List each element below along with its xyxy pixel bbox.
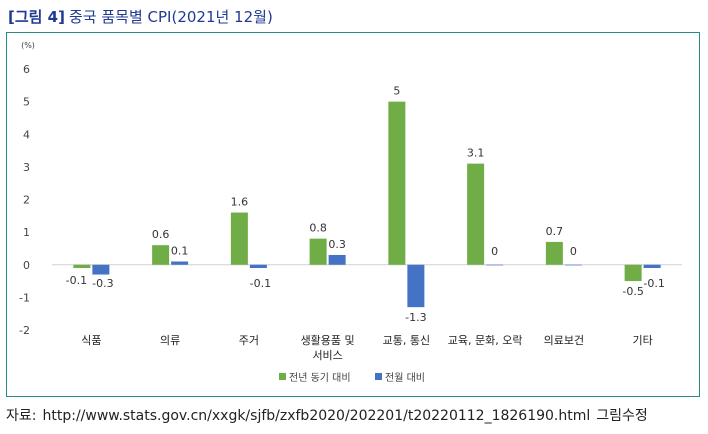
x-category-label: 기타 [633,334,653,347]
data-label-yoy: 0.8 [309,222,327,235]
x-category-label: 주거 [239,334,259,347]
bar-mom [328,254,346,265]
y-tick-label: 6 [23,63,30,76]
data-label-mom: -0.1 [643,277,664,290]
legend-swatch-yoy [279,373,286,380]
source-line: 자료: http://www.stats.gov.cn/xxgk/sjfb/zxf… [6,405,648,425]
bar-mom [486,264,504,266]
legend-swatch-mom [375,373,382,380]
data-label-yoy: 3.1 [467,147,485,160]
bar-yoy [73,264,91,269]
bar-yoy [309,238,327,265]
bar-mom [564,264,582,266]
bar-yoy [624,264,642,282]
x-category-label: 생활용품 및 [301,333,355,347]
source-note: 그림수정 [596,408,648,424]
figure-tag: [그림 4] [8,8,65,26]
data-label-mom: 0.1 [171,244,189,257]
bar-yoy [388,101,406,265]
x-category-label: 교통, 통신 [383,334,430,347]
legend-label-yoy: 전년 동기 대비 [289,372,351,384]
x-category-label: 의료보건 [544,334,584,347]
y-tick-label: -2 [19,324,30,337]
data-label-mom: -0.3 [92,277,113,290]
x-category-label: 교육, 문화, 오락 [448,334,523,347]
y-tick-label: 2 [23,194,30,207]
y-tick-label: 3 [23,161,30,174]
chart-frame [6,32,700,397]
source-label: 자료: [6,408,37,424]
data-label-mom: -0.1 [250,277,271,290]
data-label-yoy: -0.5 [622,285,643,298]
bar-mom [643,264,661,269]
x-category-label: 서비스 [312,349,342,362]
y-axis-unit: (%) [21,41,35,50]
chart-title: [그림 4] 중국 품목별 CPI(2021년 12월) [8,6,273,27]
data-label-mom: 0.3 [328,238,346,251]
bar-yoy [467,163,485,265]
y-tick-label: 4 [23,128,30,141]
source-url: http://www.stats.gov.cn/xxgk/sjfb/zxfb20… [42,408,591,424]
data-label-yoy: 0.6 [152,228,170,241]
bar-yoy [152,245,170,265]
data-label-yoy: 5 [393,85,400,98]
bar-yoy [230,212,248,265]
data-label-yoy: -0.1 [66,274,87,287]
y-tick-label: 1 [23,226,30,239]
data-label-yoy: 1.6 [231,196,249,209]
bar-mom [92,264,110,275]
legend-label-mom: 전월 대비 [385,372,425,384]
y-tick-label: 0 [23,259,30,272]
data-label-mom: 0 [570,245,577,258]
x-category-label: 의류 [160,334,180,347]
y-tick-label: -1 [19,291,30,304]
bar-yoy [545,241,563,265]
bar-mom [249,264,267,269]
data-label-yoy: 0.7 [546,225,564,238]
data-label-mom: -1.3 [405,311,426,324]
bar-mom [171,261,189,265]
y-tick-label: 5 [23,96,30,109]
bar-mom [407,264,425,308]
data-label-mom: 0 [491,245,498,258]
x-category-label: 식품 [81,334,101,347]
figure-title-text: 중국 품목별 CPI(2021년 12월) [68,8,273,26]
